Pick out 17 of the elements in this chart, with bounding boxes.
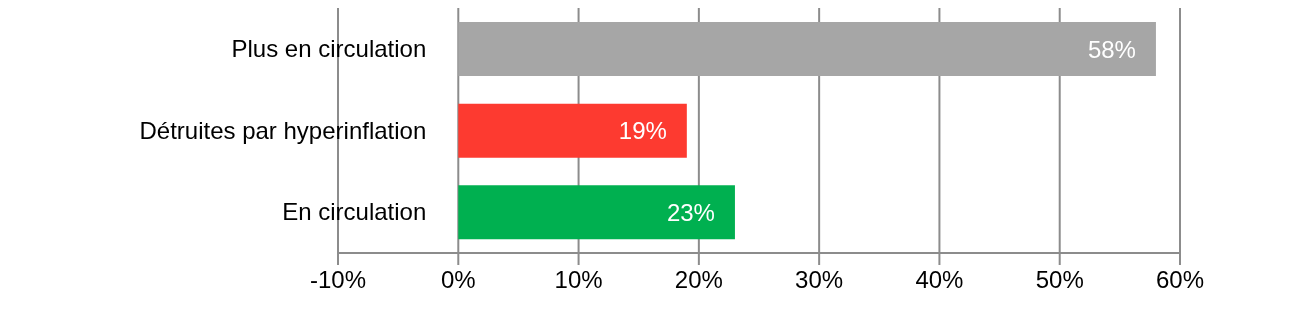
y-tick-label: En circulation [282, 198, 427, 226]
x-tick-label: -10% [309, 266, 367, 294]
x-tick-label: 40% [915, 266, 964, 294]
data-label: 58% [1087, 35, 1136, 63]
data-label: 19% [618, 117, 667, 145]
x-tick-label: 0% [440, 266, 476, 294]
x-tick-label: 20% [674, 266, 723, 294]
bar [458, 103, 687, 158]
x-tick-label: 60% [1155, 266, 1205, 294]
bar [458, 22, 1156, 76]
data-label: 23% [666, 198, 715, 226]
y-tick-label: Plus en circulation [231, 34, 427, 62]
bar [458, 185, 735, 240]
x-tick-label: 50% [1035, 266, 1084, 294]
y-tick-label: Détruites par hyperinflation [139, 116, 427, 144]
x-tick-label: 10% [554, 266, 603, 294]
x-tick-label: 30% [795, 266, 844, 294]
